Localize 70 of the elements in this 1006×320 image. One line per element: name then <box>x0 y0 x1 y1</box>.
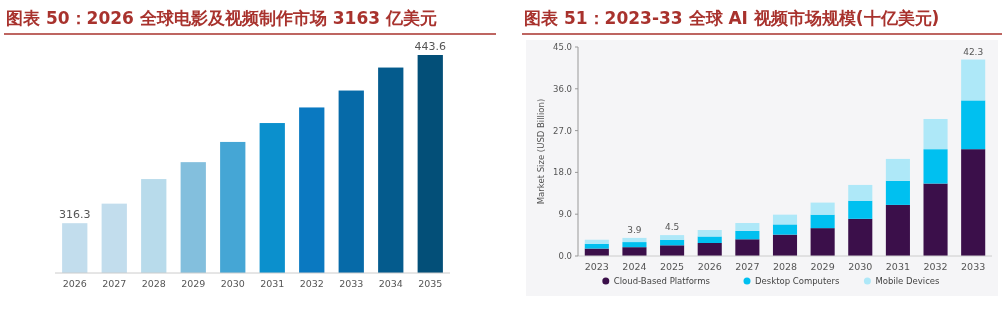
bar <box>810 214 835 229</box>
y-tick-label: 45.0 <box>553 42 572 52</box>
x-tick-label: 2023 <box>584 261 609 272</box>
bar <box>810 228 835 256</box>
chart-title: 图表 51：2023-33 全球 AI 视频市场规模(十亿美元) <box>524 8 940 28</box>
bar <box>961 59 986 101</box>
bar <box>923 183 948 256</box>
bar <box>772 214 798 225</box>
legend-label: Mobile Devices <box>875 276 941 286</box>
y-tick-label: 36.0 <box>553 83 572 94</box>
chart-title: 图表 50：2026 全球电影及视频制作市场 3163 亿美元 <box>6 8 437 28</box>
x-tick-label: 2026 <box>62 278 87 289</box>
bar <box>660 245 685 256</box>
bar <box>961 149 986 256</box>
bar <box>584 243 609 249</box>
x-tick-label: 2033 <box>961 261 986 272</box>
x-tick-label: 2032 <box>923 261 948 272</box>
bar <box>735 239 760 256</box>
legend-label: Desktop Computers <box>755 276 841 286</box>
bar <box>660 239 685 246</box>
x-tick-label: 2028 <box>772 261 798 272</box>
x-tick-label: 2024 <box>622 261 647 272</box>
x-tick-label: 2035 <box>418 278 443 289</box>
bar <box>735 223 760 231</box>
bar <box>697 229 722 237</box>
bar <box>584 239 609 244</box>
x-tick-label: 2030 <box>848 261 873 272</box>
x-tick-label: 2031 <box>885 261 910 272</box>
x-tick-label: 2025 <box>660 261 685 272</box>
bar <box>885 180 910 205</box>
x-tick-label: 2034 <box>378 278 403 289</box>
total-label: 4.5 <box>664 222 680 233</box>
data-label: 443.6 <box>414 40 446 53</box>
y-tick-label: 27.0 <box>553 125 572 136</box>
legend-label: Cloud-Based Platforms <box>613 276 711 286</box>
bar <box>848 184 873 201</box>
x-tick-label: 2029 <box>810 261 835 272</box>
x-tick-label: 2027 <box>102 278 127 289</box>
bar <box>622 247 647 256</box>
bar <box>660 235 685 240</box>
bar <box>848 218 873 256</box>
x-tick-label: 2026 <box>697 261 722 272</box>
x-tick-label: 2031 <box>260 278 285 289</box>
total-label: 3.9 <box>627 224 642 235</box>
bar <box>772 234 798 256</box>
y-tick-label: 9.0 <box>558 209 572 220</box>
bar <box>622 242 647 248</box>
bar <box>885 204 910 256</box>
data-label: 316.3 <box>59 208 91 222</box>
y-tick-label: 0.0 <box>558 251 572 261</box>
bar <box>735 230 760 240</box>
bar <box>697 236 722 243</box>
bar <box>923 118 948 150</box>
bar <box>810 202 835 215</box>
x-tick-label: 2032 <box>299 278 324 289</box>
x-tick-label: 2027 <box>735 261 760 272</box>
bar <box>622 237 647 243</box>
bar <box>923 149 948 184</box>
x-tick-label: 2028 <box>141 278 166 289</box>
bar <box>848 200 873 219</box>
y-axis-title: Market Size (USD Billion) <box>536 98 546 205</box>
x-tick-label: 2030 <box>220 278 245 289</box>
y-tick-label: 18.0 <box>553 167 572 178</box>
bar <box>697 243 722 256</box>
x-tick-label: 2033 <box>339 278 364 289</box>
total-label: 42.3 <box>963 46 984 57</box>
bar <box>961 100 986 150</box>
x-tick-label: 2029 <box>181 278 206 289</box>
bar <box>772 224 798 235</box>
bar <box>885 158 910 181</box>
